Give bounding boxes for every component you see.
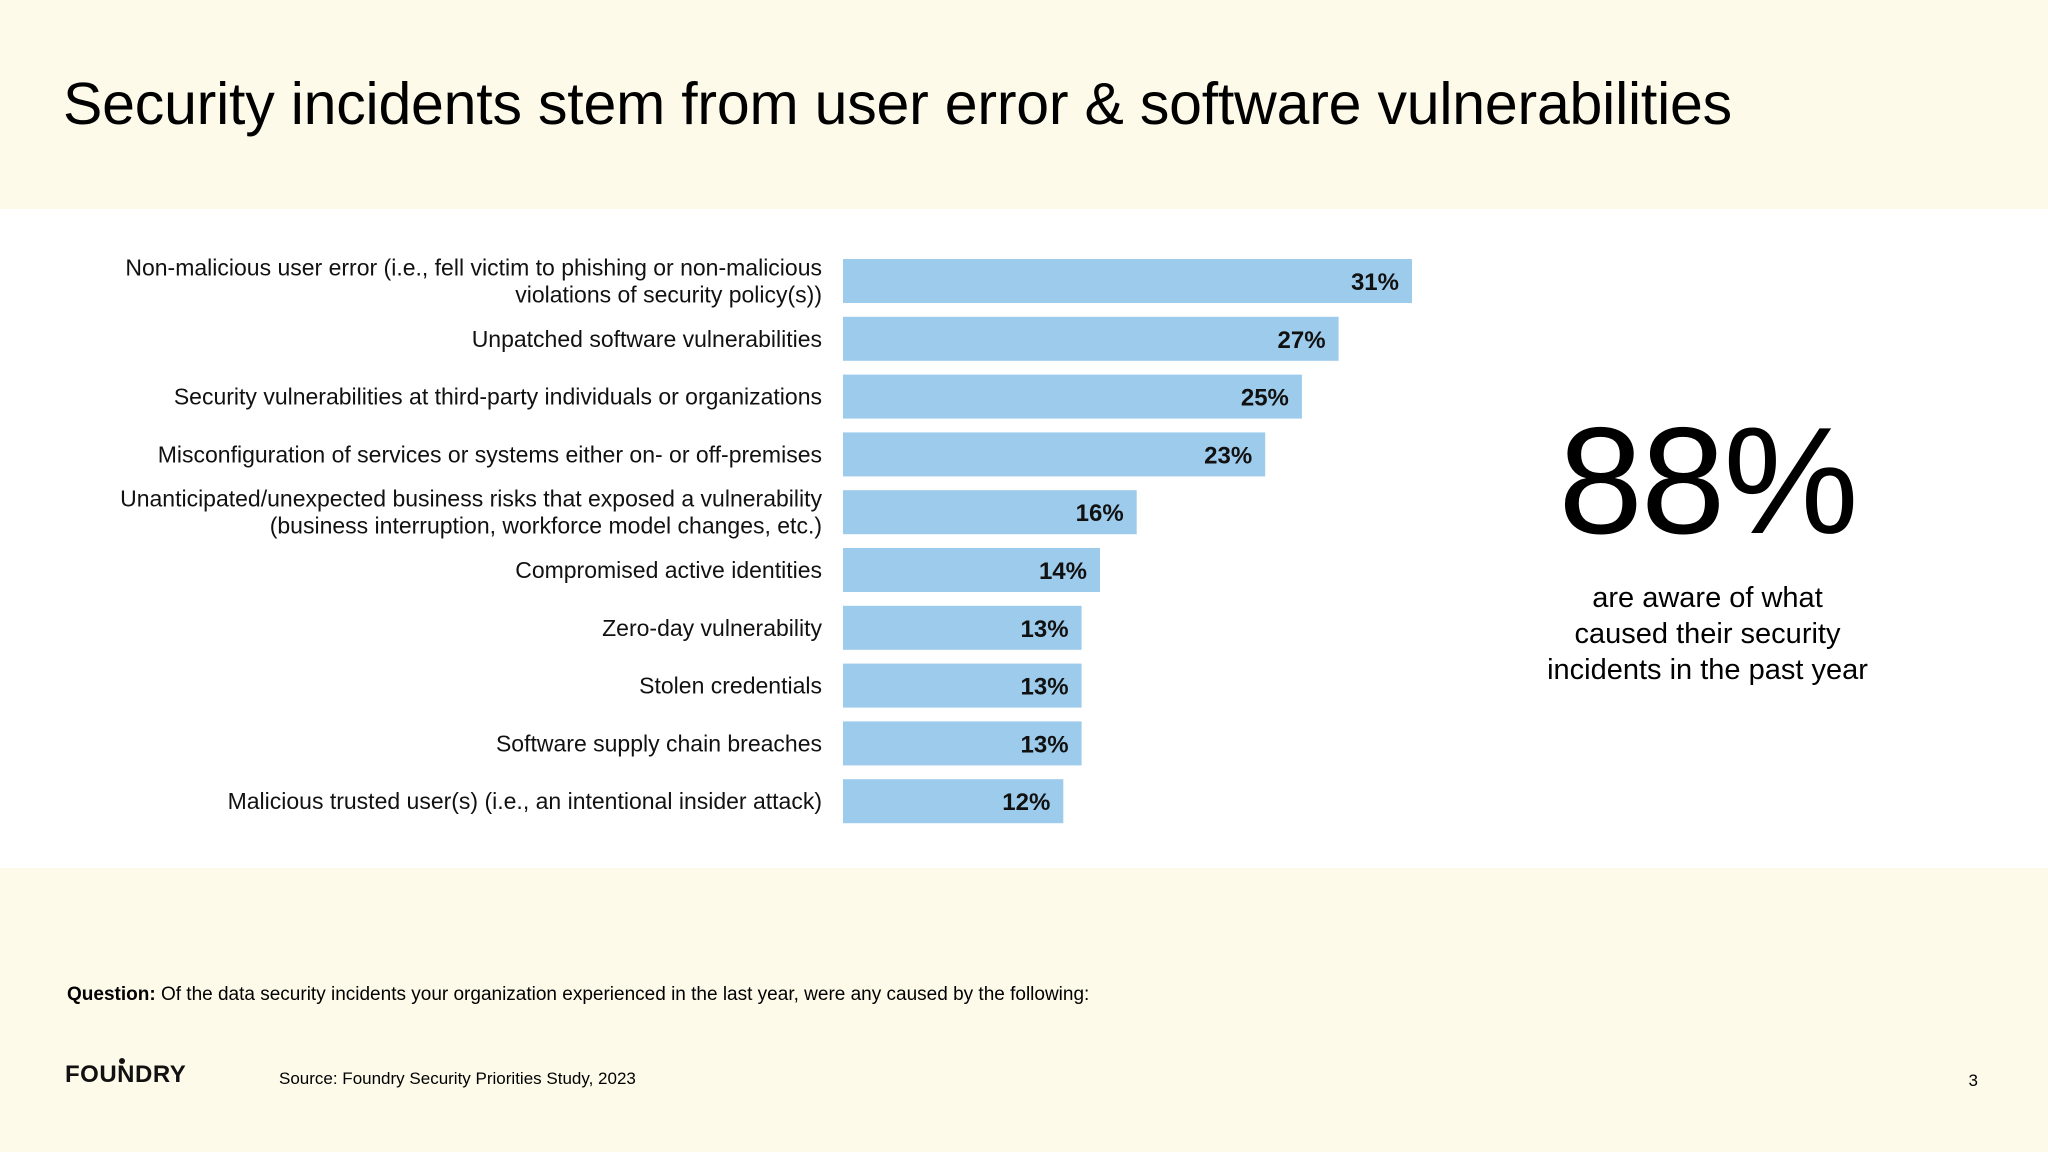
category-label: Misconfiguration of services or systems … xyxy=(158,441,822,467)
bar xyxy=(843,663,1082,708)
category-label: (business interruption, workforce model … xyxy=(270,513,822,539)
question-label: Question: xyxy=(67,984,156,1005)
bar xyxy=(843,779,1064,824)
category-label: Security vulnerabilities at third-party … xyxy=(174,384,822,410)
question-text: Of the data security incidents your orga… xyxy=(160,984,1090,1005)
category-label: Non-malicious user error (i.e., fell vic… xyxy=(125,255,822,281)
bar-value-label: 13% xyxy=(1021,731,1069,758)
category-label: Software supply chain breaches xyxy=(496,730,822,756)
bar xyxy=(843,490,1137,535)
bar-value-label: 25% xyxy=(1241,385,1289,412)
category-label: Unanticipated/unexpected business risks … xyxy=(120,486,822,512)
category-label: Unpatched software vulnerabilities xyxy=(472,326,822,352)
category-label: Compromised active identities xyxy=(515,557,822,583)
page-number: 3 xyxy=(1968,1071,1978,1090)
bar-value-label: 16% xyxy=(1076,500,1124,527)
bar xyxy=(843,259,1412,303)
source-note: Source: Foundry Security Priorities Stud… xyxy=(279,1069,636,1088)
logo-dot-mark xyxy=(119,1058,125,1064)
bar xyxy=(843,374,1302,419)
category-label: Stolen credentials xyxy=(639,673,822,699)
category-label: Malicious trusted user(s) (i.e., an inte… xyxy=(228,788,822,814)
bar xyxy=(843,316,1339,361)
bar-value-label: 13% xyxy=(1021,616,1069,643)
bar-value-label: 31% xyxy=(1351,269,1399,296)
category-label: violations of security policy(s)) xyxy=(515,282,822,308)
bar xyxy=(843,605,1082,650)
callout-caption: are aware of what caused their security … xyxy=(1547,582,1868,686)
bar-value-label: 12% xyxy=(1002,789,1050,816)
page-title: Security incidents stem from user error … xyxy=(63,71,1732,137)
bar-value-label: 14% xyxy=(1039,558,1087,585)
bar xyxy=(843,432,1266,477)
survey-question: Question: Of the data security incidents… xyxy=(67,984,1089,1006)
logo-text: FOUNDRY xyxy=(65,1061,187,1088)
bar-value-label: 23% xyxy=(1204,442,1252,469)
bar-value-label: 13% xyxy=(1021,674,1069,701)
bar xyxy=(843,721,1082,766)
callout-value: 88% xyxy=(1558,396,1858,566)
bar-value-label: 27% xyxy=(1278,327,1326,354)
foundry-logo: FOUNDRY xyxy=(65,1058,187,1089)
category-label: Zero-day vulnerability xyxy=(602,615,822,641)
bar xyxy=(843,548,1100,592)
